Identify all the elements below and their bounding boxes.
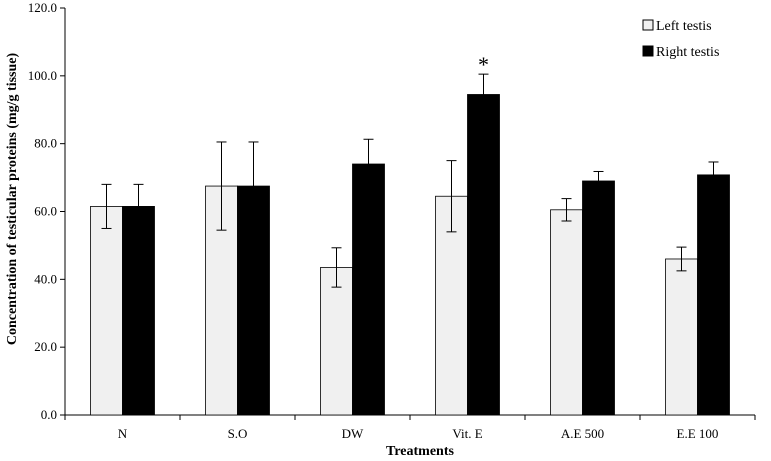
legend: Left testis Right testis [642,19,719,60]
y-tick-label: 80.0 [34,136,57,151]
bar-right-testis [582,180,615,416]
bar-left-testis [320,267,353,416]
bars [90,94,730,416]
bar-right-testis [352,163,385,416]
x-tick-label: Vit. E [452,426,482,441]
y-tick-label: 120.0 [28,0,57,15]
y-tick-label: 100.0 [28,68,57,83]
legend-label-left-testis: Left testis [656,19,712,34]
bar-right-testis [467,94,500,416]
significance-marker: * [478,52,489,77]
bar-right-testis [697,174,730,416]
bar-left-testis [550,209,583,416]
bar-left-testis [90,206,123,416]
x-tick-label: DW [342,426,364,441]
y-tick-label: 20.0 [34,339,57,354]
error-bars [101,73,719,288]
y-axis-title: Concentration of testicular proteins (mg… [5,53,20,346]
y-axis-ticks: 0.0 20.0 40.0 60.0 80.0 100.0 120.0 [28,0,65,422]
y-tick-label: 40.0 [34,271,57,286]
y-tick-label: 0.0 [41,407,57,422]
legend-swatch-right-testis [642,45,654,57]
y-tick-label: 60.0 [34,204,57,219]
bar-left-testis [665,258,698,416]
bar-left-testis [435,195,468,416]
x-axis-title: Treatments [386,444,454,459]
legend-label-right-testis: Right testis [656,45,719,60]
annotations: * [478,52,489,77]
x-axis-ticks: N S.O DW Vit. E A.E 500 E.E 100 [64,415,756,441]
bar-right-testis [122,206,155,416]
x-tick-label: E.E 100 [677,426,719,441]
x-tick-label: A.E 500 [561,426,604,441]
legend-swatch-left-testis [642,19,654,31]
bar-left-testis [205,185,238,416]
x-tick-label: S.O [228,426,248,441]
x-tick-label: N [118,426,128,441]
axes [64,8,755,416]
